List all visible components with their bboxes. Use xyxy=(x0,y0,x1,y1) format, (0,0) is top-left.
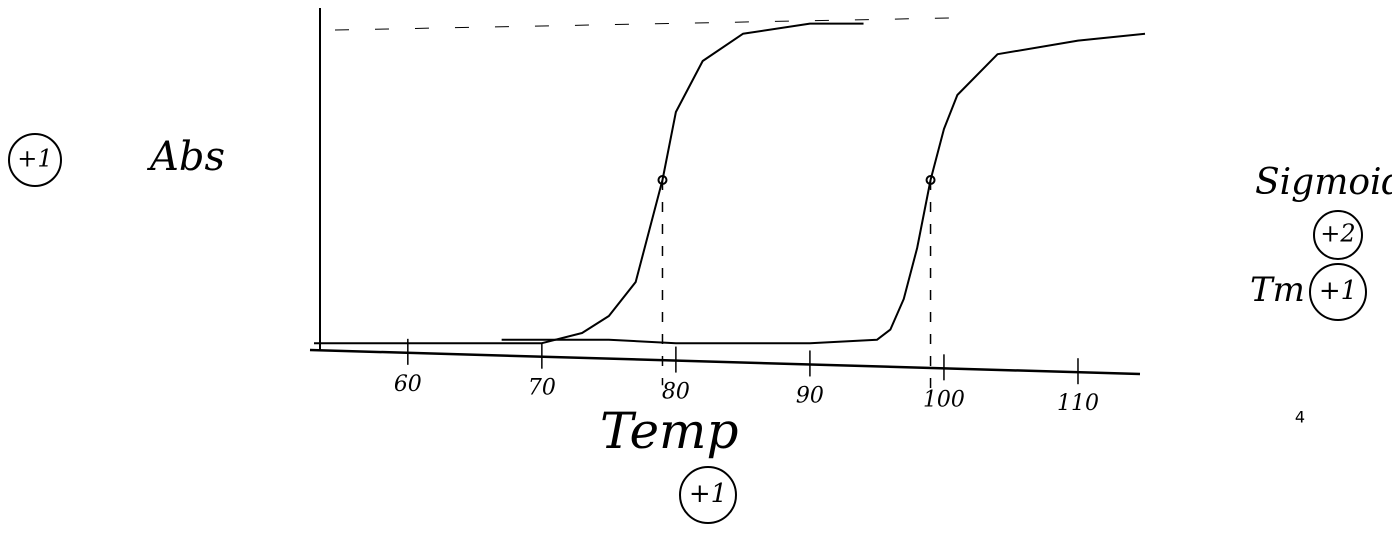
chart: Abs Temp +1 Sigmoidal +2 Tm +1 +1 4 60 70… xyxy=(0,0,1392,534)
x-axis xyxy=(310,350,1140,374)
line-series xyxy=(314,24,864,344)
x-tick-label: 70 xyxy=(528,376,556,401)
x-axis-label: Temp xyxy=(600,402,738,460)
score: +1 xyxy=(1319,276,1357,306)
annotation: Tm xyxy=(1250,270,1305,310)
score: +1 xyxy=(689,479,727,509)
x-tick-label: 60 xyxy=(394,372,422,397)
annotation: Sigmoidal xyxy=(1255,162,1392,203)
score: +1 xyxy=(17,145,52,173)
page-number: 4 xyxy=(1295,408,1305,427)
x-tick-label: 80 xyxy=(662,380,690,405)
y-axis-label: Abs xyxy=(146,134,225,180)
x-tick-label: 110 xyxy=(1057,391,1099,416)
line-series xyxy=(502,34,1145,343)
x-tick-label: 100 xyxy=(923,387,965,412)
x-tick-label: 90 xyxy=(796,383,824,408)
score: +2 xyxy=(1320,220,1355,248)
